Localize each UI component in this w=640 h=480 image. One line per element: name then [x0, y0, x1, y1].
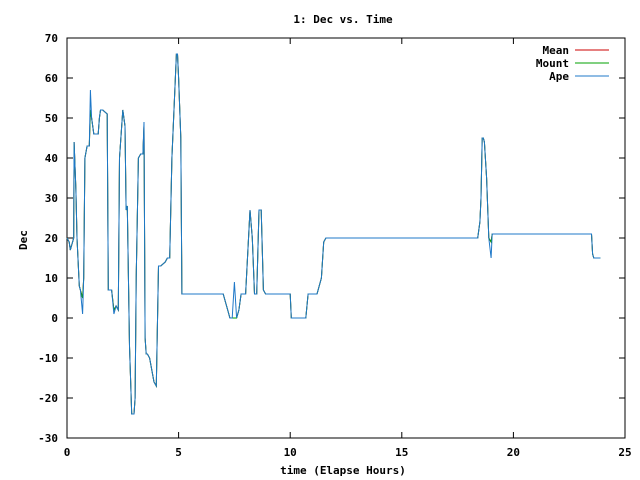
series-line-ape — [66, 53, 601, 415]
y-tick-label: -30 — [38, 432, 58, 445]
y-tick-label: -10 — [38, 352, 58, 365]
y-tick-label: 20 — [45, 232, 58, 245]
y-tick-label: 40 — [45, 152, 58, 165]
y-tick-label: 10 — [45, 272, 58, 285]
x-axis: 0 5 10 15 20 25 — [64, 38, 632, 459]
x-tick-label: 15 — [395, 446, 408, 459]
y-axis: 70 60 50 40 30 20 10 0 -10 -20 -30 — [38, 32, 625, 445]
x-tick-label: 5 — [175, 446, 182, 459]
legend-label-mean: Mean — [543, 44, 570, 57]
chart-title: 1: Dec vs. Time — [293, 13, 393, 26]
y-tick-label: -20 — [38, 392, 58, 405]
x-tick-label: 25 — [618, 446, 631, 459]
x-tick-label: 10 — [284, 446, 297, 459]
legend-label-ape: Ape — [549, 70, 569, 83]
y-tick-label: 50 — [45, 112, 58, 125]
series-lines — [66, 53, 601, 415]
y-axis-label: Dec — [17, 230, 30, 250]
x-tick-label: 0 — [64, 446, 71, 459]
legend-label-mount: Mount — [536, 57, 569, 70]
y-tick-label: 30 — [45, 192, 58, 205]
x-tick-label: 20 — [507, 446, 520, 459]
y-tick-label: 0 — [51, 312, 58, 325]
x-axis-label: time (Elapse Hours) — [280, 464, 406, 477]
y-tick-label: 70 — [45, 32, 58, 45]
y-tick-label: 60 — [45, 72, 58, 85]
